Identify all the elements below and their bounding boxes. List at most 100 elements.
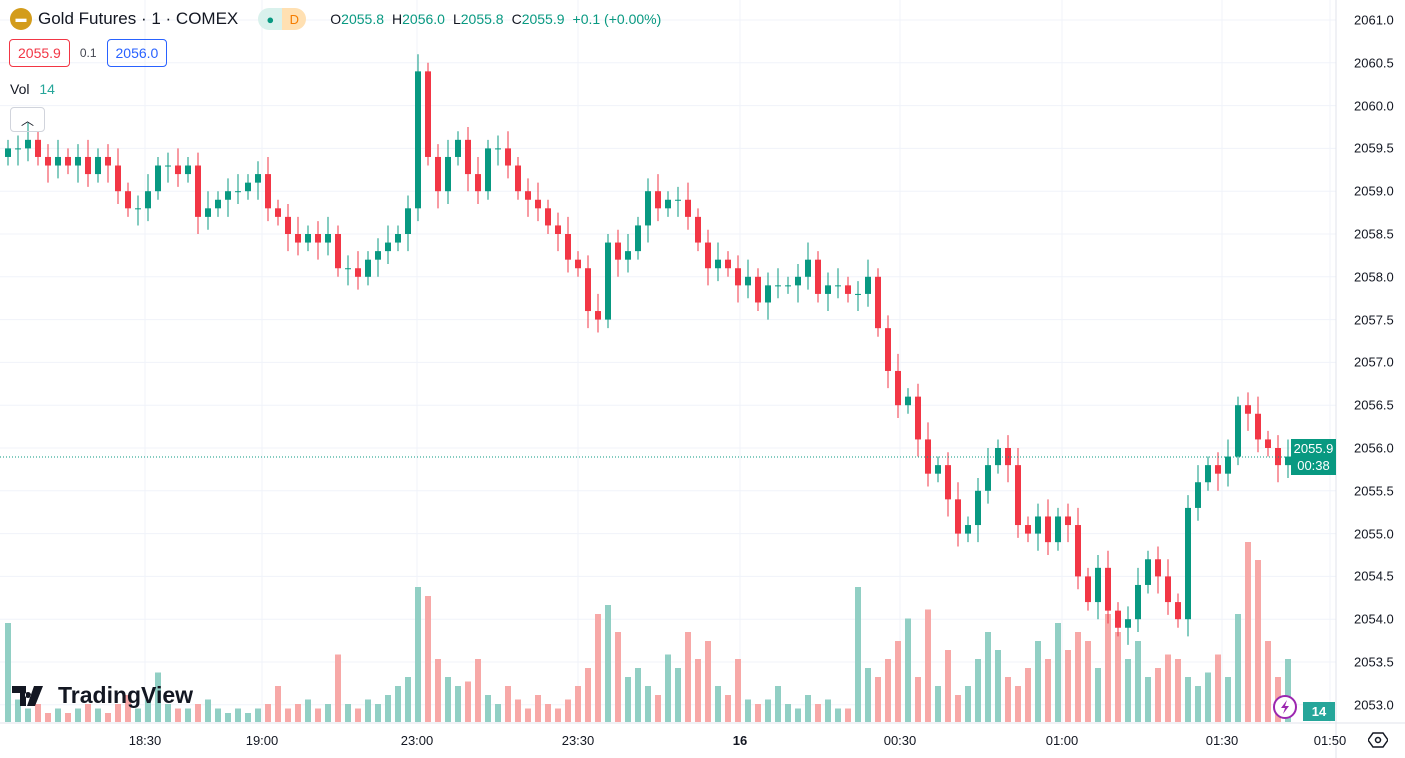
volume-bar xyxy=(825,699,831,722)
candle-body xyxy=(85,156,91,175)
volume-bar xyxy=(155,672,161,722)
candle xyxy=(1045,499,1051,555)
lightning-icon[interactable] xyxy=(1272,694,1298,720)
market-status[interactable]: ● D xyxy=(258,8,307,30)
volume-bar xyxy=(895,641,901,722)
candle-body xyxy=(405,208,411,234)
candle xyxy=(385,225,391,264)
candle-body xyxy=(1045,516,1051,543)
candle-body xyxy=(435,156,441,192)
candle-body xyxy=(755,276,761,303)
volume-bar xyxy=(385,695,391,722)
candle-body xyxy=(75,156,81,166)
candle-body xyxy=(975,490,981,526)
buy-button[interactable]: 2056.0 xyxy=(106,39,168,67)
volume-bar xyxy=(305,699,311,722)
high-value: 2056.0 xyxy=(402,11,445,27)
candle xyxy=(1245,392,1251,431)
price-tick-label: 2057.0 xyxy=(1354,354,1394,370)
candle xyxy=(65,148,71,175)
price-tick-label: 2053.0 xyxy=(1354,697,1394,713)
volume-bar xyxy=(225,713,231,722)
candle xyxy=(1135,567,1141,633)
symbol-title[interactable]: Gold Futures · 1 · COMEX xyxy=(38,9,239,28)
candle-body xyxy=(35,139,41,157)
volume-bar xyxy=(235,708,241,722)
candle-body xyxy=(115,165,121,192)
candle xyxy=(245,174,251,200)
volume-bar xyxy=(1285,659,1291,722)
settings-icon[interactable] xyxy=(1368,730,1388,750)
candle xyxy=(55,139,61,179)
candle xyxy=(45,144,51,183)
candle-body xyxy=(1135,584,1141,620)
candle-body xyxy=(605,242,611,320)
brand-name: TradingView xyxy=(58,682,194,708)
candle xyxy=(515,156,521,200)
candle-body xyxy=(1065,516,1071,526)
candle xyxy=(805,242,811,290)
volume-bar xyxy=(785,704,791,722)
tradingview-logo[interactable]: TradingView xyxy=(12,682,193,709)
volume-bar xyxy=(1205,672,1211,722)
candle xyxy=(995,439,1001,474)
candle xyxy=(1085,567,1091,611)
volume-bar xyxy=(995,650,1001,722)
close-label: C xyxy=(511,11,522,27)
candle xyxy=(1265,430,1271,457)
volume-bar xyxy=(545,704,551,722)
candle-body xyxy=(1225,456,1231,474)
candle-body xyxy=(525,191,531,200)
current-price-label: 2055.9 00:38 xyxy=(1291,439,1336,475)
candle xyxy=(445,139,451,205)
candle-body xyxy=(515,165,521,192)
price-axis[interactable]: 2061.0 2060.5 2060.0 2059.5 2059.0 2058.5 2058… xyxy=(1336,0,1405,723)
candle-body xyxy=(585,268,591,312)
candle-body xyxy=(185,165,191,175)
candle-body xyxy=(295,234,301,243)
volume-bar xyxy=(1055,623,1061,722)
time-tick-label: 23:00 xyxy=(400,733,434,748)
candle xyxy=(1065,503,1071,543)
candle-body xyxy=(175,165,181,175)
volume-bar xyxy=(45,713,51,722)
candle-body xyxy=(455,139,461,157)
volume-bar xyxy=(355,708,361,722)
candle xyxy=(1235,396,1241,466)
candle-body xyxy=(535,199,541,209)
candle-body xyxy=(795,276,801,286)
candle-body xyxy=(865,276,871,294)
volume-bar xyxy=(1025,668,1031,722)
candle-body xyxy=(1215,465,1221,474)
candle xyxy=(465,127,471,192)
volume-bar xyxy=(535,695,541,722)
candle-body xyxy=(565,234,571,260)
candle-body xyxy=(915,396,921,440)
volume-bar xyxy=(65,713,71,722)
volume-bar xyxy=(585,668,591,722)
candle-body xyxy=(275,208,281,217)
volume-bar xyxy=(765,699,771,722)
volume-bar xyxy=(1165,654,1171,722)
price-tick-label: 2056.5 xyxy=(1354,397,1394,413)
price-tick-label: 2059.0 xyxy=(1354,183,1394,199)
candle xyxy=(1165,559,1171,615)
candle-body xyxy=(355,268,361,277)
candle xyxy=(1195,465,1201,521)
candle xyxy=(355,251,361,290)
price-tick-label: 2053.5 xyxy=(1354,654,1394,670)
candle-body xyxy=(885,328,891,371)
sell-button[interactable]: 2055.9 xyxy=(9,39,70,67)
candle xyxy=(15,135,21,166)
candle xyxy=(405,195,411,252)
low-label: L xyxy=(452,11,461,27)
candle-body xyxy=(785,285,791,287)
candle-body xyxy=(1185,507,1191,620)
candle-body xyxy=(635,225,641,252)
candle xyxy=(395,225,401,252)
candle-body xyxy=(425,71,431,157)
collapse-legend-button[interactable]: ︿ xyxy=(10,107,45,132)
candle-body xyxy=(715,259,721,269)
candle-body xyxy=(55,156,61,166)
